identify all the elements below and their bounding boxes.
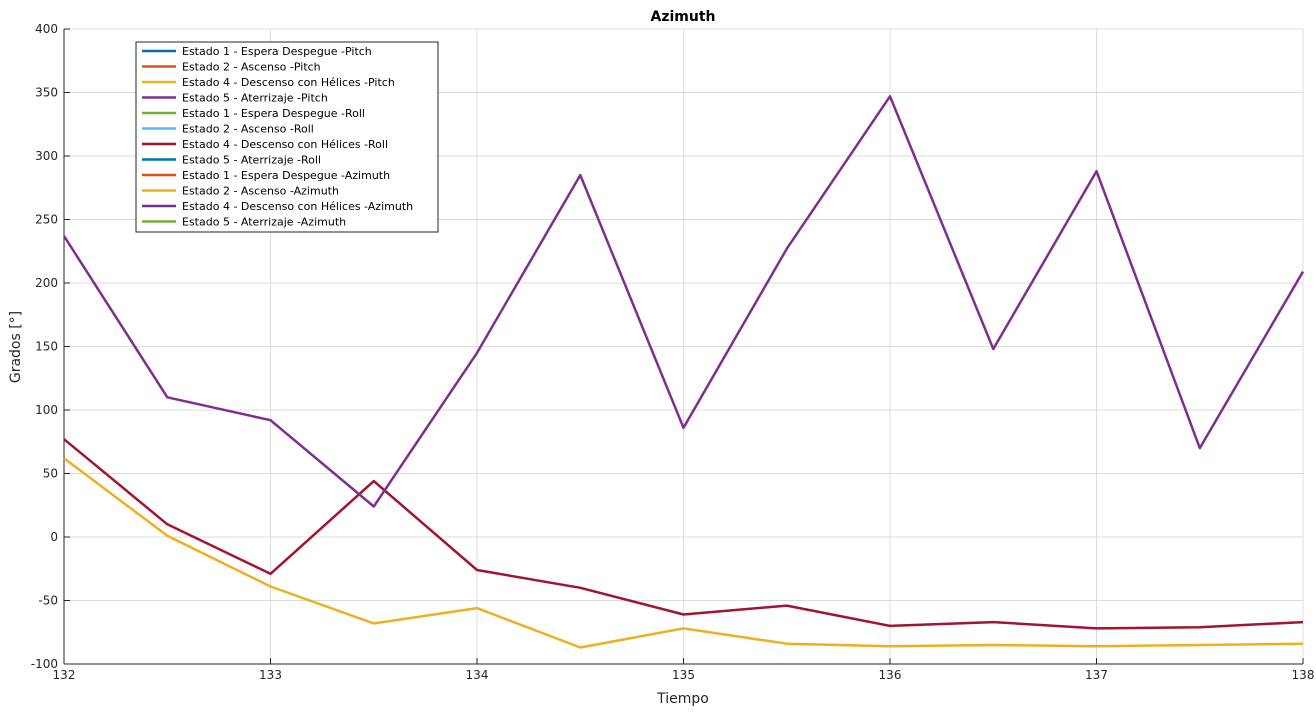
legend-entry-label: Estado 4 - Descenso con Hélices -Azimuth [182, 200, 413, 213]
legend-entry-label: Estado 2 - Ascenso -Roll [182, 123, 314, 136]
axes-layer: 132 133 134 135 136 137 138 -100 -50 0 50 100 150 200… [31, 22, 1315, 682]
chart-title: Azimuth [651, 9, 716, 25]
series-layer [62, 95, 1305, 649]
x-axis-label: Tiempo [656, 691, 709, 707]
series-line-2 [62, 95, 1305, 508]
y-tick-label: 350 [35, 86, 58, 100]
series-line-0 [63, 457, 1304, 649]
legend-entry-label: Estado 4 - Descenso con Hélices -Roll [182, 138, 388, 151]
x-tick-label: 135 [672, 668, 695, 682]
legend-entry-label: Estado 4 - Descenso con Hélices -Pitch [182, 76, 395, 89]
x-tick-label: 138 [1292, 668, 1315, 682]
x-tick-label: 136 [879, 668, 902, 682]
legend-entry-label: Estado 1 - Espera Despegue -Pitch [182, 45, 372, 58]
x-tick-label: 137 [1085, 668, 1108, 682]
y-tick-label: -50 [38, 594, 58, 608]
legend-entry-label: Estado 2 - Ascenso -Azimuth [182, 185, 339, 198]
legend-entry-label: Estado 2 - Ascenso -Pitch [182, 61, 321, 74]
y-tick-label: -100 [31, 657, 58, 671]
y-tick-label: 400 [35, 22, 58, 36]
y-tick-label: 150 [35, 340, 58, 354]
legend: Estado 1 - Espera Despegue -Pitch Estado … [135, 41, 439, 233]
y-tick-label: 300 [35, 149, 58, 163]
legend-entry-label: Estado 5 - Aterrizaje -Roll [182, 154, 321, 167]
legend-box [135, 41, 439, 233]
x-tick-label: 132 [53, 668, 76, 682]
y-tick-label: 250 [35, 213, 58, 227]
legend-entry-label: Estado 1 - Espera Despegue -Roll [182, 107, 365, 120]
legend-entry-label: Estado 5 - Aterrizaje -Pitch [182, 92, 328, 105]
y-axis-label: Grados [°] [8, 311, 24, 383]
y-tick-label: 100 [35, 403, 58, 417]
x-tick-label: 133 [259, 668, 282, 682]
y-tick-label: 200 [35, 276, 58, 290]
grid-layer [63, 28, 1304, 665]
y-tick-label: 0 [50, 530, 58, 544]
legend-entry-label: Estado 5 - Aterrizaje -Azimuth [182, 216, 346, 229]
series-line-1 [63, 438, 1304, 630]
y-tick-label: 50 [43, 467, 58, 481]
x-tick-label: 134 [466, 668, 489, 682]
legend-entry-label: Estado 1 - Espera Despegue -Azimuth [182, 169, 390, 182]
